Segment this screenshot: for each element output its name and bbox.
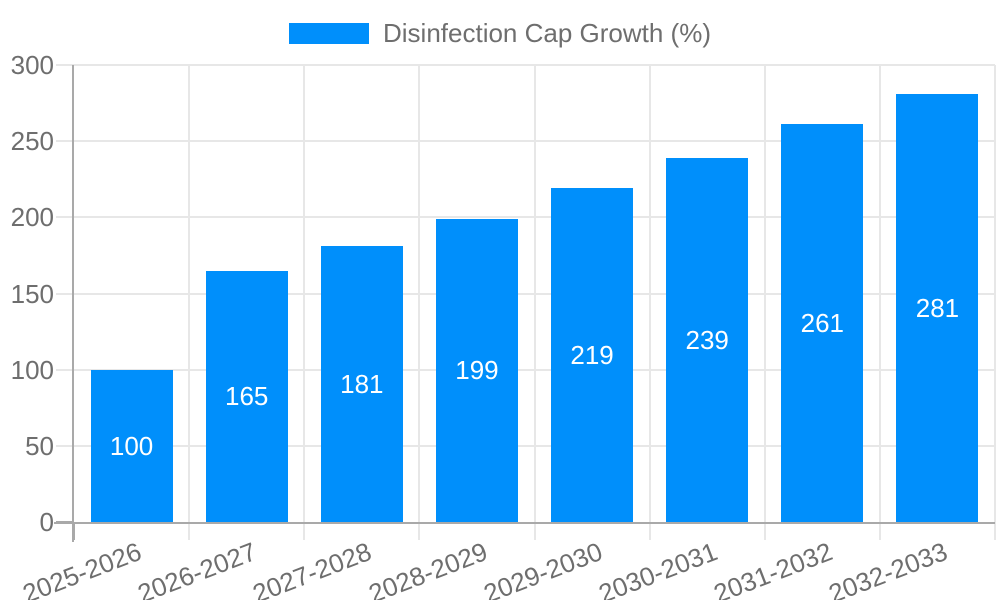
legend: Disinfection Cap Growth (%)	[0, 20, 1000, 46]
y-axis-tick	[56, 140, 74, 143]
gridline-vertical	[763, 65, 766, 522]
bar-value-label: 199	[455, 355, 499, 386]
x-axis-tick	[188, 522, 191, 540]
y-tick-label: 0	[39, 507, 54, 537]
gridline-vertical	[533, 65, 536, 522]
x-tick-label: 2025-2026	[18, 536, 146, 600]
gridline-vertical	[994, 65, 996, 522]
gridline-vertical	[418, 65, 421, 522]
y-axis-tick	[56, 216, 74, 219]
x-axis-tick	[763, 522, 766, 540]
x-axis-line	[54, 522, 995, 524]
bar[interactable]: 281	[896, 93, 979, 522]
gridline-vertical	[648, 65, 651, 522]
bar-value-label: 100	[109, 430, 154, 461]
x-tick-label: 2029-2030	[479, 536, 607, 600]
bar-value-label: 219	[570, 340, 614, 371]
x-axis-tick	[648, 522, 651, 540]
x-axis-tick	[533, 522, 536, 540]
x-tick-label: 2028-2029	[364, 536, 491, 600]
bar-value-label: 181	[340, 369, 384, 400]
y-axis-line	[72, 65, 74, 542]
y-tick-label: 250	[10, 126, 54, 157]
legend-swatch-icon	[289, 22, 369, 44]
x-axis-tick	[73, 522, 75, 540]
y-axis-tick	[56, 368, 74, 371]
legend-label: Disinfection Cap Growth (%)	[383, 18, 711, 48]
plot-area: 100 165 181 199 219 239 261 281 0 50 100 150 200 250…	[11, 52, 996, 600]
gridline-vertical	[878, 65, 881, 522]
x-axis-tick	[878, 522, 881, 540]
bar[interactable]: 261	[781, 124, 864, 522]
y-tick-label: 300	[10, 50, 54, 80]
bar[interactable]: 239	[666, 157, 749, 522]
bar-value-label: 165	[224, 381, 269, 412]
bar[interactable]: 165	[205, 270, 288, 522]
y-tick-label: 50	[25, 430, 54, 461]
x-tick-label: 2031-2032	[709, 536, 837, 600]
bar-value-label: 281	[915, 292, 960, 323]
y-axis-tick	[56, 292, 74, 295]
y-axis-tick	[56, 444, 74, 447]
bar-value-label: 239	[685, 324, 729, 355]
legend-item[interactable]: Disinfection Cap Growth (%)	[289, 20, 711, 46]
x-axis-tick	[994, 522, 996, 540]
x-tick-label: 2030-2031	[594, 536, 722, 600]
y-axis-tick	[56, 64, 74, 66]
bar[interactable]: 219	[551, 188, 634, 522]
x-axis-tick	[418, 522, 421, 540]
bar-value-label: 261	[800, 308, 844, 339]
bar[interactable]: 181	[320, 246, 403, 522]
gridline-vertical	[303, 65, 306, 522]
gridline-vertical	[188, 65, 191, 522]
bar[interactable]: 199	[435, 218, 518, 522]
x-tick-label: 2027-2028	[249, 536, 376, 600]
x-axis-tick	[303, 522, 306, 540]
y-tick-label: 150	[10, 278, 54, 309]
y-tick-label: 200	[10, 202, 54, 233]
x-tick-label: 2026-2027	[133, 536, 261, 600]
x-tick-label: 2032-2033	[824, 536, 952, 600]
bar[interactable]: 100	[90, 369, 173, 522]
y-tick-label: 100	[10, 354, 54, 385]
